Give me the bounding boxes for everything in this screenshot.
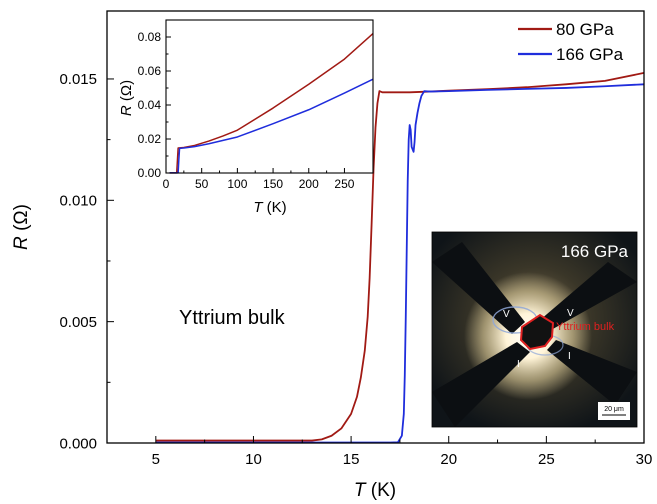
electrode-top-left (432, 242, 525, 334)
legend: 80 GPa 166 GPa (518, 20, 624, 64)
main-y-ticks: 0.000 0.005 0.010 0.015 (59, 71, 114, 452)
sample-micrograph: 166 GPa Yttrium bulk V V I I 20 μm (432, 232, 637, 427)
main-y-axis-label: R (Ω) (11, 204, 32, 250)
photo-pressure-label: 166 GPa (561, 242, 629, 261)
electrode-top-right (540, 262, 637, 330)
electrode-bottom-right (547, 340, 637, 405)
inset-y-tick-label: 0.04 (138, 98, 162, 112)
legend-label-1: 80 GPa (556, 20, 614, 39)
inset-y-axis-label: R (Ω) (118, 80, 135, 116)
main-y-tick-label: 0.015 (59, 71, 97, 88)
legend-label-2: 166 GPa (556, 45, 624, 64)
main-plot-frame (106, 10, 645, 444)
photo-sample-label: Yttrium bulk (556, 321, 615, 333)
main-y-tick-label: 0.000 (59, 435, 97, 452)
inset-x-tick-label: 250 (334, 177, 354, 191)
main-x-axis-label: T (K) (354, 480, 396, 501)
main-x-tick-label: 30 (636, 451, 653, 468)
main-x-tick-label: 20 (440, 451, 457, 468)
inset-x-tick-label: 50 (195, 177, 209, 191)
inset-chart: 0 50 100 150 200 250 0.00 0.02 0.04 0.06 0.08 T (… (118, 19, 374, 216)
probe-label-v-left: V (503, 309, 510, 320)
main-x-tick-label: 25 (538, 451, 555, 468)
probe-label-i-right: I (568, 351, 571, 362)
probe-label-v-right: V (567, 308, 574, 319)
inset-y-tick-label: 0.00 (138, 166, 162, 180)
inset-y-tick-label: 0.06 (138, 64, 162, 78)
sample-outline (519, 313, 555, 351)
main-chart: 5 10 15 20 25 30 0.000 0.005 0.010 0.015 T (K) R… (11, 10, 653, 501)
inset-background (166, 20, 373, 173)
inset-x-axis-label: T (K) (253, 199, 286, 216)
main-series-line-2 (155, 83, 645, 444)
inset-x-tick-label: 0 (163, 177, 170, 191)
main-x-tick-label: 15 (343, 451, 360, 468)
main-x-tick-label: 5 (152, 451, 160, 468)
main-x-ticks: 5 10 15 20 25 30 (152, 436, 653, 468)
inset-x-tick-label: 200 (299, 177, 319, 191)
inset-plot-frame (165, 19, 374, 174)
electrode-bottom-left (432, 342, 530, 427)
micrograph-frame (431, 231, 638, 428)
inset-x-tick-label: 100 (227, 177, 247, 191)
annotation-label: Yttrium bulk (179, 307, 286, 329)
inset-y-ticks: 0.00 0.02 0.04 0.06 0.08 (138, 30, 171, 180)
scale-bar-label: 20 μm (604, 406, 624, 413)
probe-label-i-left: I (517, 359, 520, 370)
main-x-tick-label: 10 (245, 451, 262, 468)
inset-series-line-2 (169, 78, 374, 174)
inset-series-line-1 (169, 33, 374, 174)
main-y-tick-label: 0.005 (59, 314, 97, 331)
inset-y-tick-label: 0.08 (138, 30, 162, 44)
inset-series-group (169, 33, 374, 174)
inset-x-tick-label: 150 (263, 177, 283, 191)
main-y-tick-label: 0.010 (59, 193, 97, 210)
inset-x-ticks: 0 50 100 150 200 250 (163, 168, 355, 191)
main-series-group (155, 72, 645, 444)
inset-y-tick-label: 0.02 (138, 132, 162, 146)
